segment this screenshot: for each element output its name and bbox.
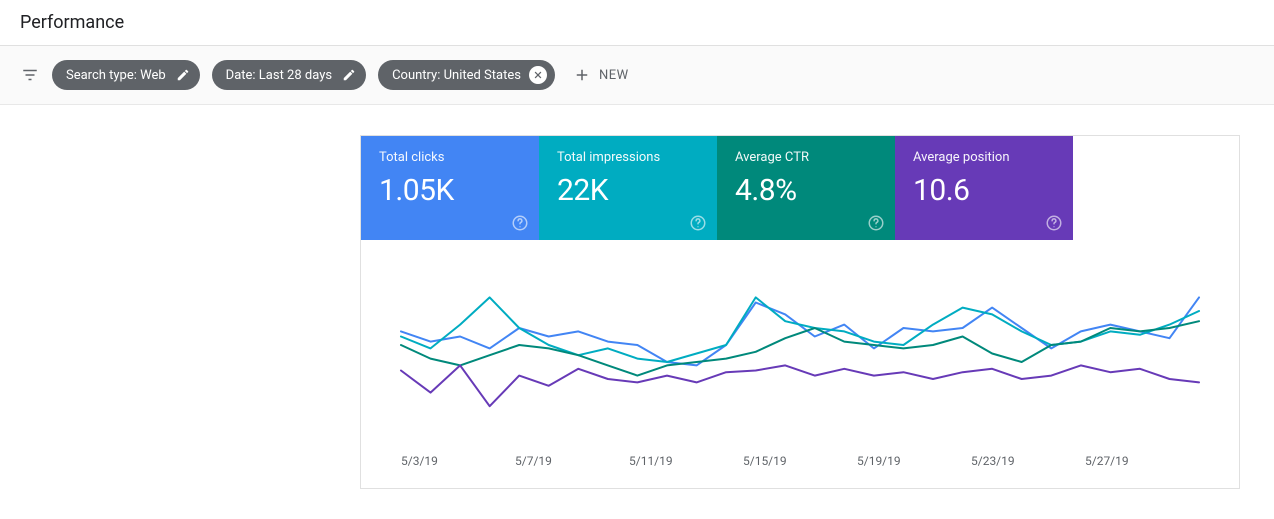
chart-area [361,240,1239,440]
performance-chart [391,260,1209,430]
metric-card[interactable]: Average CTR 4.8% [717,136,895,240]
metric-card[interactable]: Total clicks 1.05K [361,136,539,240]
filter-bar: Search type: Web Date: Last 28 days Countr… [0,46,1274,105]
page-title: Performance [20,12,124,33]
filter-icon[interactable] [20,65,40,85]
metric-card-value: 22K [557,173,701,208]
x-axis-label: 5/7/19 [515,454,629,468]
metric-card-label: Average position [913,150,1057,165]
filter-chip[interactable]: Country: United States [378,60,555,90]
filter-chip[interactable]: Search type: Web [52,60,200,90]
x-axis-label: 5/15/19 [743,454,857,468]
x-axis-label: 5/19/19 [857,454,971,468]
metric-card[interactable]: Average position 10.6 [895,136,1073,240]
performance-panel: Total clicks 1.05K Total impressions 22K Ave… [360,135,1240,489]
help-icon[interactable] [511,214,529,232]
close-icon[interactable] [529,66,547,84]
help-icon[interactable] [1045,214,1063,232]
filter-chip-label: Country: United States [392,68,521,83]
x-axis-label: 5/27/19 [1085,454,1199,468]
x-axis-label: 5/3/19 [401,454,515,468]
new-filter-button[interactable]: NEW [573,66,629,84]
help-icon[interactable] [867,214,885,232]
filter-chip[interactable]: Date: Last 28 days [212,60,366,90]
metric-card-label: Average CTR [735,150,879,165]
metric-card-label: Total impressions [557,150,701,165]
metric-card-label: Total clicks [379,150,523,165]
metric-cards-row: Total clicks 1.05K Total impressions 22K Ave… [361,136,1239,240]
chart-x-labels: 5/3/195/7/195/11/195/15/195/19/195/23/19… [361,440,1239,488]
metric-card-value: 4.8% [735,173,879,208]
metric-card-value: 1.05K [379,173,523,208]
metric-card[interactable]: Total impressions 22K [539,136,717,240]
pencil-icon[interactable] [174,66,192,84]
chart-series-impressions [401,297,1199,362]
chart-series-position [401,365,1199,406]
filter-chip-label: Date: Last 28 days [226,68,332,83]
content-area: Total clicks 1.05K Total impressions 22K Ave… [0,105,1274,519]
filter-chip-label: Search type: Web [66,68,166,83]
chart-series-clicks [401,297,1199,365]
x-axis-label: 5/23/19 [971,454,1085,468]
page-header: Performance [0,0,1274,46]
x-axis-label: 5/11/19 [629,454,743,468]
pencil-icon[interactable] [340,66,358,84]
new-filter-label: NEW [599,68,629,83]
help-icon[interactable] [689,214,707,232]
plus-icon [573,66,591,84]
metric-card-value: 10.6 [913,173,1057,208]
